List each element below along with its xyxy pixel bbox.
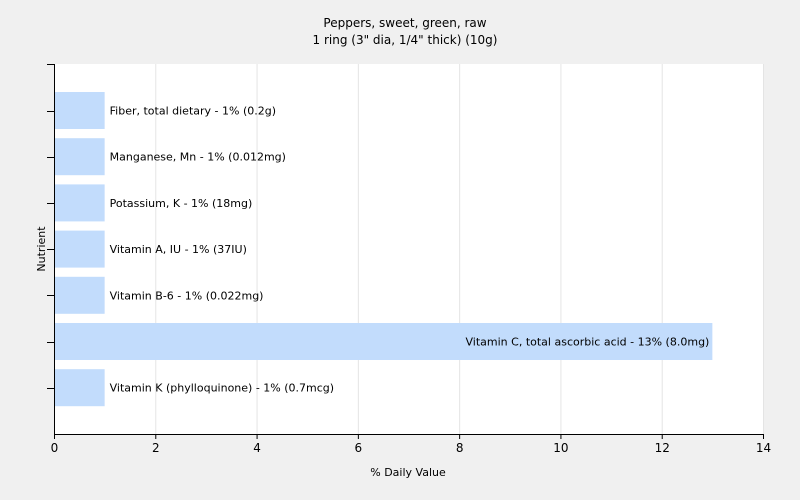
bar bbox=[55, 369, 105, 407]
x-tick-label: 10 bbox=[553, 441, 568, 455]
x-tick-label: 6 bbox=[355, 441, 363, 455]
bar bbox=[55, 92, 105, 129]
bar-label: Vitamin K (phylloquinone) - 1% (0.7mcg) bbox=[110, 382, 334, 395]
bar-label: Fiber, total dietary - 1% (0.2g) bbox=[110, 105, 276, 118]
x-tick-label: 8 bbox=[456, 441, 464, 455]
bar bbox=[55, 184, 105, 222]
bar-label: Vitamin C, total ascorbic acid - 13% (8.… bbox=[466, 336, 710, 349]
x-tick-label: 4 bbox=[253, 441, 261, 455]
grid-lines bbox=[155, 64, 764, 434]
x-tick-label: 12 bbox=[655, 441, 670, 455]
x-axis-title: % Daily Value bbox=[370, 466, 446, 479]
bar-label: Vitamin A, IU - 1% (37IU) bbox=[110, 243, 247, 256]
x-tick-label: 14 bbox=[756, 441, 771, 455]
x-tick-label: 2 bbox=[152, 441, 160, 455]
bar-label: Vitamin B-6 - 1% (0.022mg) bbox=[110, 289, 264, 302]
bar bbox=[55, 230, 105, 268]
plot-area bbox=[54, 64, 763, 434]
bar bbox=[55, 276, 105, 314]
bar bbox=[55, 138, 105, 176]
x-tick-label: 0 bbox=[51, 441, 59, 455]
axes: 0 2 4 6 8 10 12 14 bbox=[47, 64, 771, 455]
bar-label: Manganese, Mn - 1% (0.012mg) bbox=[110, 151, 286, 164]
y-axis-title: Nutrient bbox=[35, 226, 48, 272]
bars: Fiber, total dietary - 1% (0.2g) Manganes… bbox=[55, 92, 713, 407]
bar bbox=[55, 323, 713, 360]
chart-subtitle: 1 ring (3" dia, 1/4" thick) (10g) bbox=[313, 33, 498, 47]
bar-label: Potassium, K - 1% (18mg) bbox=[110, 197, 253, 210]
chart-title: Peppers, sweet, green, raw bbox=[323, 16, 486, 30]
